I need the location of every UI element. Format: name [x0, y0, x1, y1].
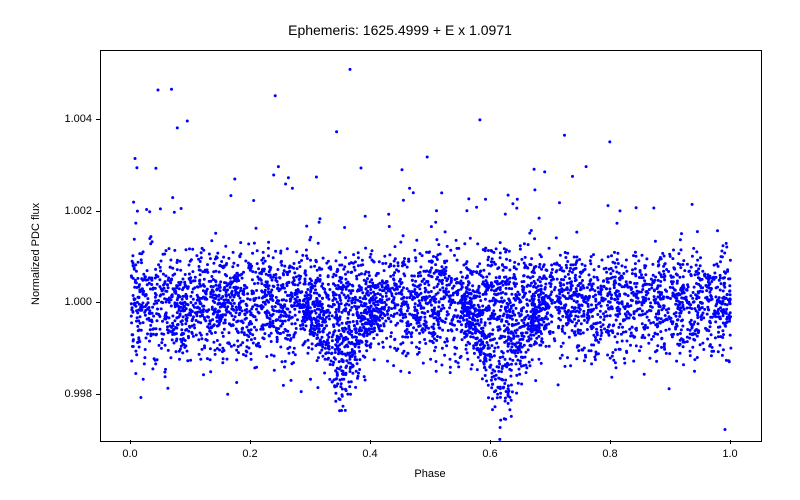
x-tick-label: 0.6: [482, 448, 497, 460]
x-tick-mark: [370, 440, 371, 444]
x-tick-mark: [130, 440, 131, 444]
y-axis-label: Normalized PDC flux: [30, 203, 42, 305]
x-tick-label: 1.0: [722, 448, 737, 460]
y-tick-mark: [96, 211, 100, 212]
y-tick-mark: [96, 119, 100, 120]
y-tick-label: 1.000: [50, 296, 92, 308]
x-tick-mark: [250, 440, 251, 444]
x-tick-label: 0.2: [242, 448, 257, 460]
plot-area: [100, 50, 762, 442]
y-tick-label: 1.004: [50, 113, 92, 125]
y-tick-label: 0.998: [50, 388, 92, 400]
x-tick-label: 0.8: [602, 448, 617, 460]
x-axis-label: Phase: [100, 468, 760, 480]
chart-title: Ephemeris: 1625.4999 + E x 1.0971: [0, 22, 800, 38]
scatter-points: [101, 51, 761, 441]
y-tick-mark: [96, 302, 100, 303]
x-tick-mark: [610, 440, 611, 444]
x-tick-label: 0.4: [362, 448, 377, 460]
x-tick-mark: [490, 440, 491, 444]
x-tick-label: 0.0: [122, 448, 137, 460]
y-tick-label: 1.002: [50, 205, 92, 217]
y-tick-mark: [96, 394, 100, 395]
figure: Ephemeris: 1625.4999 + E x 1.0971 Phase …: [0, 0, 800, 500]
x-tick-mark: [730, 440, 731, 444]
